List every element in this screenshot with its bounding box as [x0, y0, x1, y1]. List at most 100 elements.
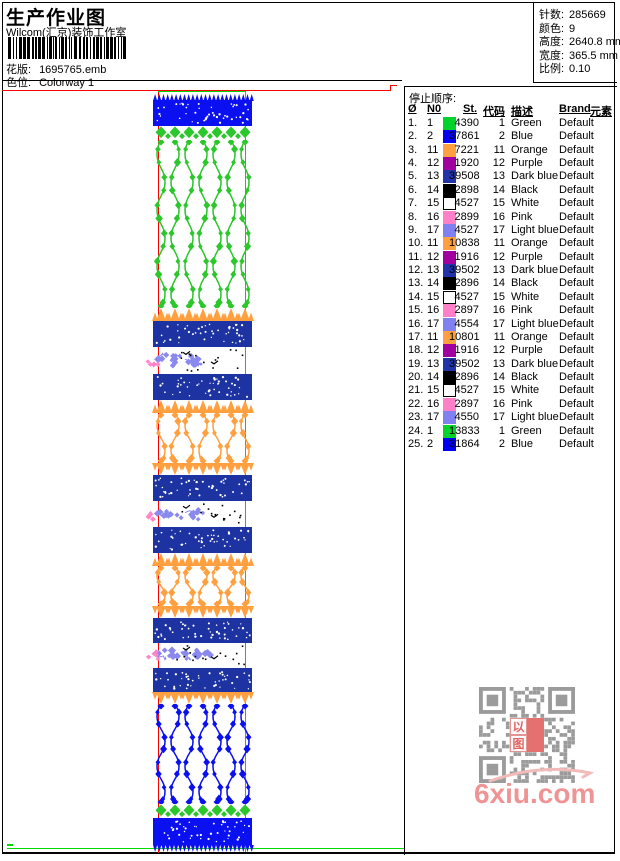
design-section-fringe — [153, 845, 254, 852]
stop-number: 6. — [408, 183, 418, 196]
stop-sequence-row: 23. 17 4550 17 Light blue Default — [405, 411, 617, 425]
stat-row: 高度: 2640.8 mm — [539, 33, 620, 49]
design-section-flowers — [145, 349, 244, 372]
thread-brand: Default — [559, 183, 594, 196]
stop-sequence-row: 1. 1 4390 1 Green Default — [405, 117, 617, 130]
stat-row: 宽度: 365.5 mm — [539, 47, 618, 63]
color-swatch — [443, 183, 456, 197]
stat-label: 宽度: — [539, 49, 565, 62]
stitch-count: 2896 — [454, 277, 479, 290]
stitch-count: 2897 — [454, 397, 479, 410]
design-section-band — [153, 818, 252, 845]
stop-sequence-row: 16. 17 4554 17 Light blue Default — [405, 317, 617, 331]
needle-number: 11 — [427, 237, 439, 250]
needle-number: 1 — [427, 424, 434, 437]
stamp-char-2: 图 — [510, 735, 527, 752]
stop-sequence-row: 20. 14 2896 14 Black Default — [405, 371, 617, 385]
color-description: White — [511, 290, 540, 303]
stop-number: 20. — [408, 371, 424, 384]
needle-number: 14 — [427, 277, 440, 290]
stop-number: 3. — [408, 143, 418, 156]
stat-value: 0.10 — [569, 63, 591, 75]
needle-number: 11 — [427, 330, 439, 343]
header-separator — [2, 80, 402, 81]
thread-brand: Default — [559, 397, 594, 410]
column-header: Ø — [408, 103, 417, 115]
color-code: 15 — [492, 197, 505, 210]
stitch-count: 4554 — [454, 317, 479, 330]
color-code: 2 — [498, 130, 505, 143]
hoop-tick-v — [390, 85, 391, 91]
design-section-diamonds — [155, 126, 251, 140]
stop-sequence-row: 17. 11 10801 11 Orange Default — [405, 330, 617, 344]
swoosh-icon — [488, 767, 595, 783]
color-code: 12 — [492, 157, 505, 170]
column-header: 元素 — [590, 106, 612, 118]
color-description: Dark blue — [511, 264, 559, 277]
color-code: 16 — [492, 397, 505, 410]
stop-sequence-row: 21. 15 4527 15 White Default — [405, 384, 617, 398]
design-section-flowers — [145, 503, 242, 524]
stop-sequence-row: 10. 11 10838 11 Orange Default — [405, 237, 617, 251]
stop-sequence-row: 3. 11 7221 11 Orange Default — [405, 143, 617, 157]
stat-label: 针数: — [539, 9, 565, 21]
stitch-count: 39502 — [449, 264, 480, 277]
color-code: 17 — [492, 223, 505, 236]
color-swatch — [443, 371, 456, 385]
column-header: 描述 — [511, 106, 533, 118]
column-header: Brand — [559, 103, 591, 115]
color-description: Orange — [511, 143, 548, 156]
design-section-band — [153, 100, 252, 126]
color-description: Black — [511, 277, 538, 290]
thread-brand: Default — [559, 117, 594, 129]
stat-value: 285669 — [569, 9, 606, 21]
design-stats-box: 针数: 285669 颜色: 9 高度: 2640.8 mm 宽度: 365.5 mm 比例: 0… — [533, 2, 620, 83]
thread-brand: Default — [559, 304, 594, 317]
colorway-row: 色位: Colorway 1 — [6, 74, 94, 90]
stop-number: 23. — [408, 411, 424, 424]
stitch-count: 1920 — [454, 157, 479, 170]
stop-sequence-row: 13. 14 2896 14 Black Default — [405, 277, 617, 291]
color-code: 17 — [492, 411, 505, 424]
stop-sequence-row: 4. 12 1920 12 Purple Default — [405, 157, 617, 171]
needle-number: 12 — [427, 157, 440, 170]
thread-brand: Default — [559, 371, 594, 384]
stat-value: 9 — [569, 22, 576, 35]
stat-value: 365.5 mm — [569, 49, 618, 62]
design-section-band — [153, 668, 252, 692]
stitch-count: 2896 — [454, 371, 479, 384]
color-code: 12 — [492, 344, 505, 357]
stitch-count: 31864 — [449, 437, 480, 450]
stop-number: 15. — [408, 304, 424, 317]
stitch-count: 4550 — [454, 411, 479, 424]
design-section-band — [153, 527, 252, 553]
stop-number: 13. — [408, 277, 424, 290]
site-watermark: 6xiu.com — [474, 778, 596, 809]
thread-brand: Default — [559, 384, 594, 397]
stop-sequence-row: 7. 15 4527 15 White Default — [405, 197, 617, 211]
column-header: 代码 — [483, 106, 505, 118]
pattern-filename: 1695765.emb — [39, 64, 107, 76]
stat-label: 比例: — [539, 63, 565, 75]
color-swatch — [443, 250, 456, 264]
color-swatch — [443, 237, 456, 251]
stop-number: 9. — [408, 223, 418, 236]
thread-brand: Default — [559, 330, 594, 343]
color-code: 11 — [493, 237, 505, 250]
design-section-flowers — [145, 645, 245, 666]
color-swatch — [443, 304, 456, 318]
color-code: 11 — [493, 330, 505, 343]
stop-number: 5. — [408, 170, 418, 183]
color-description: Orange — [511, 330, 548, 343]
needle-number: 16 — [427, 210, 440, 223]
thread-brand: Default — [559, 411, 594, 424]
stamp-char-1: 以 — [510, 718, 527, 735]
red-stamp: 以 图 — [510, 718, 544, 752]
stop-sequence-row: 24. 1 13833 1 Green Default — [405, 424, 617, 438]
color-description: Orange — [511, 237, 548, 250]
design-section-crowns — [152, 308, 254, 321]
color-code: 13 — [492, 264, 505, 277]
thread-brand: Default — [559, 277, 594, 290]
stop-sequence-row: 18. 12 1916 12 Purple Default — [405, 344, 617, 358]
color-swatch — [443, 143, 456, 157]
